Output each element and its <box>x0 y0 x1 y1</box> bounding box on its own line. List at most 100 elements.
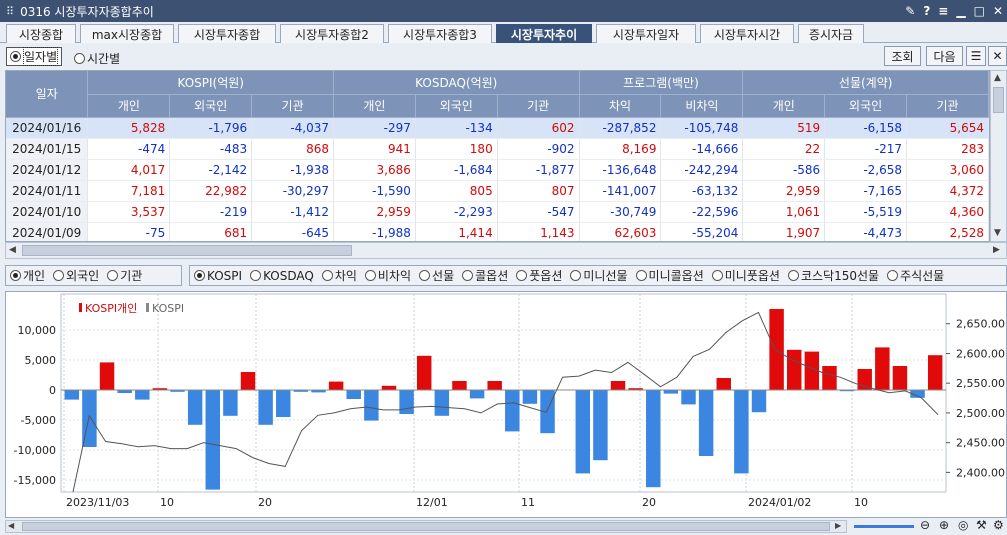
tab-item[interactable]: max시장종합 <box>80 24 174 43</box>
close-icon[interactable]: ✕ <box>992 4 1003 18</box>
daily-radio[interactable]: 일자별 <box>10 47 59 66</box>
bar <box>628 388 643 390</box>
column-header[interactable]: 개인 <box>333 94 416 118</box>
next-button[interactable]: 다음 <box>926 46 963 66</box>
zoom-out-icon[interactable]: ⊖ <box>920 518 931 532</box>
bar <box>487 381 502 390</box>
scroll-right-icon[interactable]: ▶ <box>993 245 1000 255</box>
table-row[interactable]: 2024/01/12 4,017 -2,142 -1,938 3,686 -1,684 -1… <box>6 159 989 181</box>
series-radio[interactable]: 미니풋옵션 <box>711 267 780 284</box>
series-radio[interactable]: 외국인 <box>53 267 99 284</box>
scroll-up-icon[interactable]: ▲ <box>994 73 1001 83</box>
scroll-down-icon[interactable]: ▼ <box>994 228 1001 238</box>
series-radio[interactable]: 비차익 <box>364 267 411 284</box>
bar <box>293 390 309 392</box>
bar <box>240 372 256 390</box>
grid-vertical-scrollbar[interactable]: ▲ ▼ <box>990 70 1007 242</box>
close-panel-icon[interactable]: ✕ <box>988 46 1007 66</box>
bar <box>804 351 820 390</box>
list-icon[interactable]: ☰ <box>966 46 986 66</box>
date-header[interactable]: 일자 <box>6 71 89 118</box>
pin-icon[interactable]: ✎ <box>905 4 916 18</box>
tab-item[interactable]: 시장투자일자 <box>596 24 696 43</box>
value-cell: 22 <box>742 138 826 160</box>
chart-area: 2023/11/03 10 20 12/01 11 20 2024/01/02 10 10,00… <box>5 291 1007 518</box>
tab-item[interactable]: 증시자금 <box>798 24 864 43</box>
y2-tick-label: 2,500.00 <box>956 407 1005 420</box>
date-cell: 2024/01/16 <box>6 117 89 139</box>
scroll-thumb[interactable] <box>22 245 352 256</box>
column-header[interactable]: 비차익 <box>660 94 744 118</box>
option-bar: 일자별 시간별 조회 다음 ☰ ✕ <box>0 43 1007 70</box>
scroll-thumb[interactable] <box>22 522 830 531</box>
series-radio[interactable]: 선물 <box>419 267 454 284</box>
column-header[interactable]: 개인 <box>742 94 826 118</box>
radio-label: 개인 <box>23 269 46 283</box>
tab-item[interactable]: 시장투자시간 <box>700 24 794 43</box>
scroll-thumb[interactable] <box>993 87 1004 113</box>
grid-horizontal-scrollbar[interactable]: ◀ ▶ <box>5 242 1007 259</box>
table-row[interactable]: 2024/01/10 3,537 -219 -1,412 2,959 -2,293 -547… <box>6 201 989 223</box>
value-cell: 868 <box>251 138 335 160</box>
series-radio[interactable]: 코스닥150선물 <box>787 267 879 284</box>
column-header[interactable]: 기관 <box>906 94 989 118</box>
data-table: 일자 KOSPI(억원) KOSDAQ(억원) 프로그램(백만) 선물(계약) … <box>6 71 989 241</box>
tab-item[interactable]: 시장투자종합 <box>178 24 276 43</box>
zoom-in-icon[interactable]: ⊕ <box>939 518 950 532</box>
value-cell: 3,537 <box>87 201 171 223</box>
scroll-left-icon[interactable]: ◀ <box>8 521 15 530</box>
series-radio[interactable]: 미니콜옵션 <box>635 267 704 284</box>
table-row[interactable]: 2024/01/15 -474 -483 868 941 180 -902 8,169 -14,… <box>6 138 989 160</box>
value-cell: -483 <box>169 138 253 160</box>
bar <box>205 390 220 490</box>
column-header[interactable]: 외국인 <box>824 94 908 118</box>
series-radio[interactable]: 기관 <box>107 267 142 284</box>
tab-item[interactable]: 시장투자추이 <box>496 24 592 43</box>
series-radio[interactable]: KOSPI <box>194 269 242 283</box>
radio-label: 외국인 <box>66 269 100 283</box>
bar <box>170 390 185 392</box>
column-header[interactable]: 외국인 <box>169 94 253 118</box>
bar <box>469 390 485 399</box>
series-radio[interactable]: 콜옵션 <box>462 267 508 284</box>
series-radio[interactable]: 개인 <box>10 267 45 284</box>
series-radio[interactable]: KOSDAQ <box>250 269 314 283</box>
scroll-right-icon[interactable]: ▶ <box>835 521 842 530</box>
series-radio[interactable]: 풋옵션 <box>516 267 562 284</box>
inquiry-button[interactable]: 조회 <box>884 46 921 66</box>
bar <box>416 355 432 390</box>
help-icon[interactable]: ? <box>923 4 931 18</box>
column-header[interactable]: 기관 <box>497 94 580 118</box>
scroll-left-icon[interactable]: ◀ <box>9 245 16 255</box>
value-cell: 283 <box>906 138 989 160</box>
chart-bottom-bar: ◀ ▶ ⊖ ⊕ ◎ ⚒ ⚙ <box>0 518 1007 535</box>
series-radio[interactable]: 차익 <box>321 267 357 284</box>
chart-settings-icon[interactable]: ⚙ <box>993 518 1004 532</box>
maximize-icon[interactable]: □ <box>973 4 985 18</box>
table-row[interactable]: 2024/01/11 7,181 22,982 -30,297 -1,590 805 807… <box>6 180 989 202</box>
series-radio[interactable]: 주식선물 <box>887 267 944 284</box>
chart-tools-icon[interactable]: ⚒ <box>976 518 987 532</box>
tab-item[interactable]: 시장투자종합2 <box>280 24 384 43</box>
value-cell: -134 <box>415 117 498 139</box>
tab-item[interactable]: 시장투자종합3 <box>388 24 492 43</box>
column-header[interactable]: 기관 <box>251 94 335 118</box>
zoom-slider[interactable] <box>854 525 914 528</box>
menu-icon[interactable]: ≡ <box>938 4 949 18</box>
group-header-futures: 선물(계약) <box>742 71 989 95</box>
table-row[interactable]: 2024/01/16 5,828 -1,796 -4,037 -297 -134 602 -2… <box>6 117 989 139</box>
mode-radio-group: 일자별 <box>6 47 63 66</box>
zoom-fit-icon[interactable]: ◎ <box>958 518 969 532</box>
series-radio[interactable]: 미니선물 <box>570 267 628 284</box>
bar <box>787 349 802 390</box>
column-header[interactable]: 개인 <box>87 94 171 118</box>
grip-icon[interactable]: ⠿ <box>6 4 15 18</box>
column-header[interactable]: 차익 <box>579 94 662 118</box>
minimize-icon[interactable]: ▁ <box>956 4 966 18</box>
column-header[interactable]: 외국인 <box>415 94 498 118</box>
hourly-radio[interactable]: 시간별 <box>74 50 120 67</box>
investor-trend-chart: 2023/11/03 10 20 12/01 11 20 2024/01/02 10 10,00… <box>14 293 1005 509</box>
chart-scrollbar[interactable]: ◀ ▶ <box>5 520 847 533</box>
tab-item[interactable]: 시장종합 <box>6 24 76 43</box>
table-row[interactable]: 2024/01/09 -75 681 -645 -1,988 1,414 1,143 62,6… <box>6 222 989 241</box>
